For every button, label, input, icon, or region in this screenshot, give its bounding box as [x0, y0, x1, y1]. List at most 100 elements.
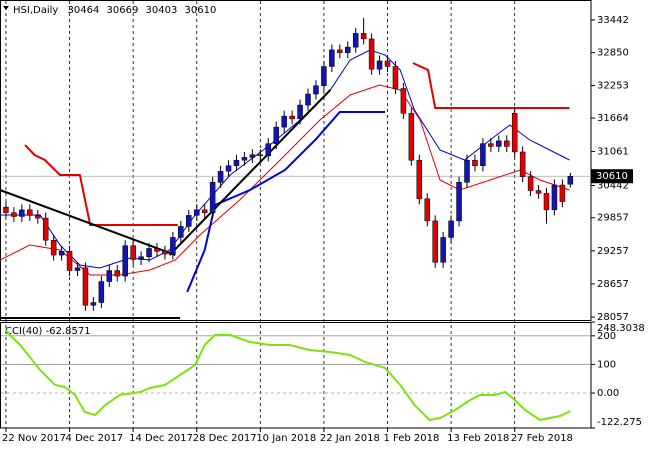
candle-body [146, 248, 152, 257]
candle-body [400, 88, 407, 114]
candle-body [352, 33, 359, 48]
candle-body [313, 85, 319, 95]
candle-body [58, 250, 65, 256]
cci-line [5, 329, 571, 422]
candle-body [74, 267, 81, 271]
candle-body [511, 113, 518, 153]
candle-body [265, 143, 272, 157]
candle-body [519, 151, 526, 178]
candle-body [82, 267, 89, 306]
indicator-line [24, 144, 178, 226]
candle-body [114, 270, 120, 277]
candle-body [337, 49, 343, 53]
candle-body [50, 239, 57, 256]
candle-body [559, 184, 566, 202]
candle-body [432, 220, 438, 263]
open-value: 30464 [68, 5, 100, 16]
y-tick-label: 32850 [597, 48, 629, 59]
cci-panel-frame [0, 322, 592, 429]
x-tick-label: 1 Feb 2018 [384, 433, 440, 444]
price-panel-frame [0, 0, 592, 321]
y-tick-label: 100 [597, 359, 616, 370]
y-tick-label: 31664 [597, 113, 629, 124]
candle-body [257, 154, 264, 157]
x-tick-label: 4 Dec 2017 [66, 433, 124, 444]
candle-body [130, 245, 136, 260]
candle-body [154, 248, 160, 252]
x-tick-label: 14 Dec 2017 [129, 433, 193, 444]
candle-body [551, 184, 558, 211]
candle-body [384, 60, 391, 67]
x-tick-label: 22 Nov 2017 [2, 433, 66, 444]
candle-body [456, 182, 462, 222]
chart-title: HSI,Daily [13, 5, 58, 16]
candle-body [122, 245, 128, 277]
y-tick-label: 32253 [597, 81, 629, 92]
candle-body [440, 237, 446, 263]
candle-body [3, 206, 9, 213]
y-tick-label: 30442 [597, 180, 629, 191]
y-tick-label: 33442 [597, 15, 629, 26]
candle-body [488, 143, 494, 147]
candle-body [217, 171, 224, 183]
candle-body [42, 217, 49, 241]
candle-body [11, 212, 17, 217]
y-tick-label: 200 [597, 331, 616, 342]
candle-body [19, 209, 25, 217]
candle-body [186, 215, 192, 227]
low-value: 30403 [146, 5, 178, 16]
candle-body [170, 237, 176, 255]
indicator-line [168, 89, 332, 256]
candle-body [209, 182, 216, 213]
candle-body [329, 49, 335, 67]
candle-body [424, 198, 431, 222]
chart-header: HSI,Daily 30464 30669 30403 30610 [13, 5, 216, 16]
candle-body [193, 209, 200, 216]
candle-body [281, 115, 287, 128]
x-tick-label: 27 Feb 2018 [511, 433, 573, 444]
candle-body [241, 157, 248, 161]
candle-body [368, 38, 375, 70]
candle-body [98, 281, 105, 303]
candle-body [138, 256, 144, 260]
candle-body [503, 140, 510, 147]
y-tick-label: -122.275 [597, 417, 642, 428]
x-tick-label: 22 Jan 2018 [320, 433, 380, 444]
candle-body [225, 165, 232, 172]
candle-body [480, 143, 486, 166]
candle-body [345, 46, 351, 53]
y-tick-label: 29857 [597, 213, 629, 224]
candle-body [27, 209, 33, 216]
candle-body [448, 220, 454, 238]
candle-body [90, 302, 97, 306]
candle-body [305, 93, 311, 106]
y-tick-label: 0.00 [597, 388, 619, 399]
y-tick-label: 28657 [597, 279, 629, 290]
indicator-line [186, 111, 386, 293]
candle-body [408, 113, 415, 161]
cci-title: CCI(40) -62.8571 [5, 326, 91, 337]
candle-body [201, 209, 208, 213]
candle-body [297, 104, 303, 120]
high-value: 30669 [107, 5, 139, 16]
candle-body [360, 33, 367, 40]
candle-body [162, 250, 168, 255]
candle-body [376, 60, 383, 70]
candle-body [321, 66, 327, 87]
candle-body [567, 175, 574, 185]
candle-body [233, 159, 240, 166]
candle-body [535, 190, 542, 194]
close-value: 30610 [185, 5, 217, 16]
indicator-line [0, 189, 176, 256]
candle-body [416, 159, 423, 200]
candle-body [527, 176, 534, 191]
y-tick-label: 28057 [597, 312, 629, 323]
x-tick-label: 28 Dec 2017 [193, 433, 257, 444]
candle-body [392, 66, 399, 89]
current-price-box [591, 169, 633, 184]
candle-body [496, 140, 502, 147]
y-tick-label: 248.3038 [597, 323, 645, 334]
candle-body [66, 250, 73, 271]
